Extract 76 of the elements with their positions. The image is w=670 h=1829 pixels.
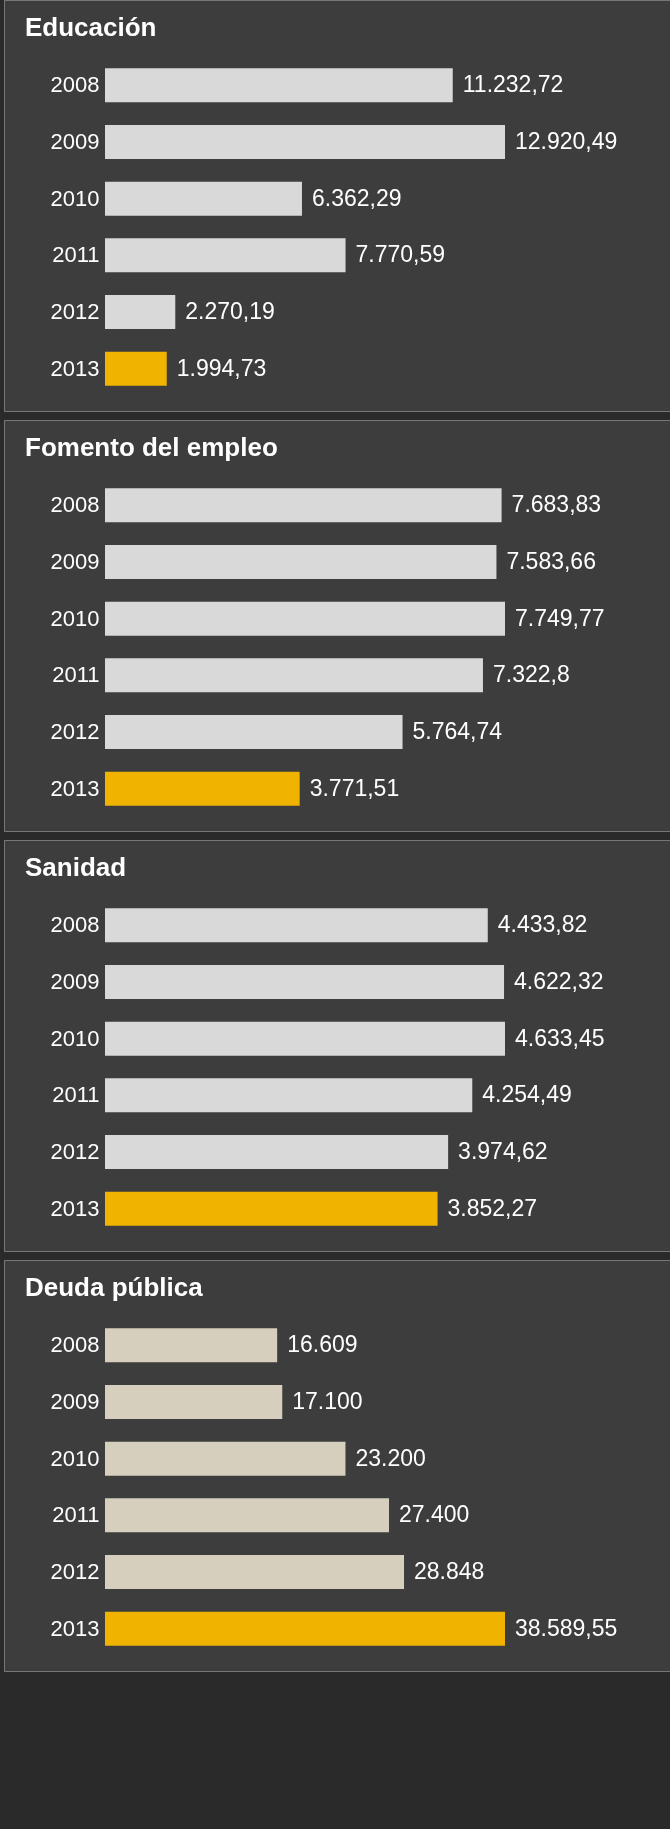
y-tick-label: 2009 <box>50 549 100 574</box>
data-label: 3.771,51 <box>309 774 400 801</box>
y-tick-label: 2010 <box>50 605 100 631</box>
data-label: 7.770,59 <box>355 241 446 268</box>
data-label: 27.400 <box>399 1501 470 1528</box>
data-label: 23.200 <box>355 1444 426 1471</box>
y-tick-label: 2010 <box>50 1445 100 1471</box>
bar <box>105 715 403 749</box>
bar <box>105 1611 505 1646</box>
bar <box>105 181 302 216</box>
y-tick-label: 2011 <box>52 1082 100 1108</box>
data-label: 1.994,73 <box>176 354 267 381</box>
data-label: 4.633,45 <box>515 1024 605 1051</box>
data-label: 38.589,55 <box>515 1614 618 1641</box>
y-tick-label: 2009 <box>50 129 100 154</box>
data-label: 4.254,49 <box>482 1081 572 1108</box>
bar <box>105 1441 346 1476</box>
y-tick-label: 2012 <box>50 1139 100 1164</box>
data-label: 28.848 <box>414 1558 485 1584</box>
data-label: 7.583,66 <box>506 548 596 574</box>
data-label: 3.852,27 <box>447 1194 538 1221</box>
bar <box>105 545 497 579</box>
chart-title: Sanidad <box>25 852 127 882</box>
data-label: 17.100 <box>292 1388 363 1414</box>
data-label: 11.232,72 <box>462 71 564 98</box>
bar <box>105 351 167 386</box>
y-tick-label: 2011 <box>52 242 100 268</box>
chart-title: Deuda pública <box>25 1272 204 1302</box>
bar <box>105 295 176 329</box>
chart-title: Educación <box>25 12 157 42</box>
y-tick-label: 2010 <box>50 185 100 211</box>
data-label: 7.683,83 <box>511 491 602 518</box>
bar <box>105 771 300 806</box>
y-tick-label: 2009 <box>50 1389 100 1414</box>
bar <box>105 601 505 636</box>
data-label: 7.749,77 <box>515 604 605 631</box>
y-tick-label: 2008 <box>50 492 100 518</box>
y-tick-label: 2013 <box>50 1195 100 1221</box>
bar <box>105 1021 505 1056</box>
y-tick-label: 2009 <box>50 969 100 994</box>
bar <box>105 1135 449 1169</box>
data-label: 4.622,32 <box>514 968 604 994</box>
y-tick-label: 2013 <box>50 1615 100 1641</box>
y-tick-label: 2013 <box>50 775 100 801</box>
y-tick-label: 2008 <box>50 1332 100 1358</box>
bar <box>105 1385 283 1419</box>
y-tick-label: 2008 <box>50 912 100 938</box>
y-tick-label: 2012 <box>50 299 100 324</box>
data-label: 2.270,19 <box>185 298 275 324</box>
bar <box>105 658 483 693</box>
y-tick-label: 2011 <box>52 662 100 688</box>
y-tick-label: 2012 <box>50 719 100 744</box>
data-label: 7.322,8 <box>492 661 570 688</box>
y-tick-label: 2010 <box>50 1025 100 1051</box>
data-label: 4.433,82 <box>497 911 588 938</box>
y-tick-label: 2008 <box>50 72 100 98</box>
bar <box>105 1078 473 1113</box>
data-label: 3.974,62 <box>458 1138 548 1164</box>
data-label: 6.362,29 <box>311 184 402 211</box>
bar <box>105 488 502 523</box>
data-label: 5.764,74 <box>412 718 503 744</box>
bar <box>105 68 453 103</box>
bar <box>105 1498 390 1533</box>
bar <box>105 1555 405 1589</box>
bar <box>105 965 505 999</box>
bar <box>105 908 488 943</box>
y-tick-label: 2013 <box>50 355 100 381</box>
data-label: 12.920,49 <box>515 128 618 154</box>
bar <box>105 1191 438 1226</box>
bar <box>105 125 505 159</box>
y-tick-label: 2012 <box>50 1559 100 1584</box>
chart-title: Fomento del empleo <box>25 432 278 462</box>
data-label: 16.609 <box>287 1331 358 1358</box>
bar <box>105 238 346 273</box>
y-tick-label: 2011 <box>52 1502 100 1528</box>
bar <box>105 1328 278 1363</box>
